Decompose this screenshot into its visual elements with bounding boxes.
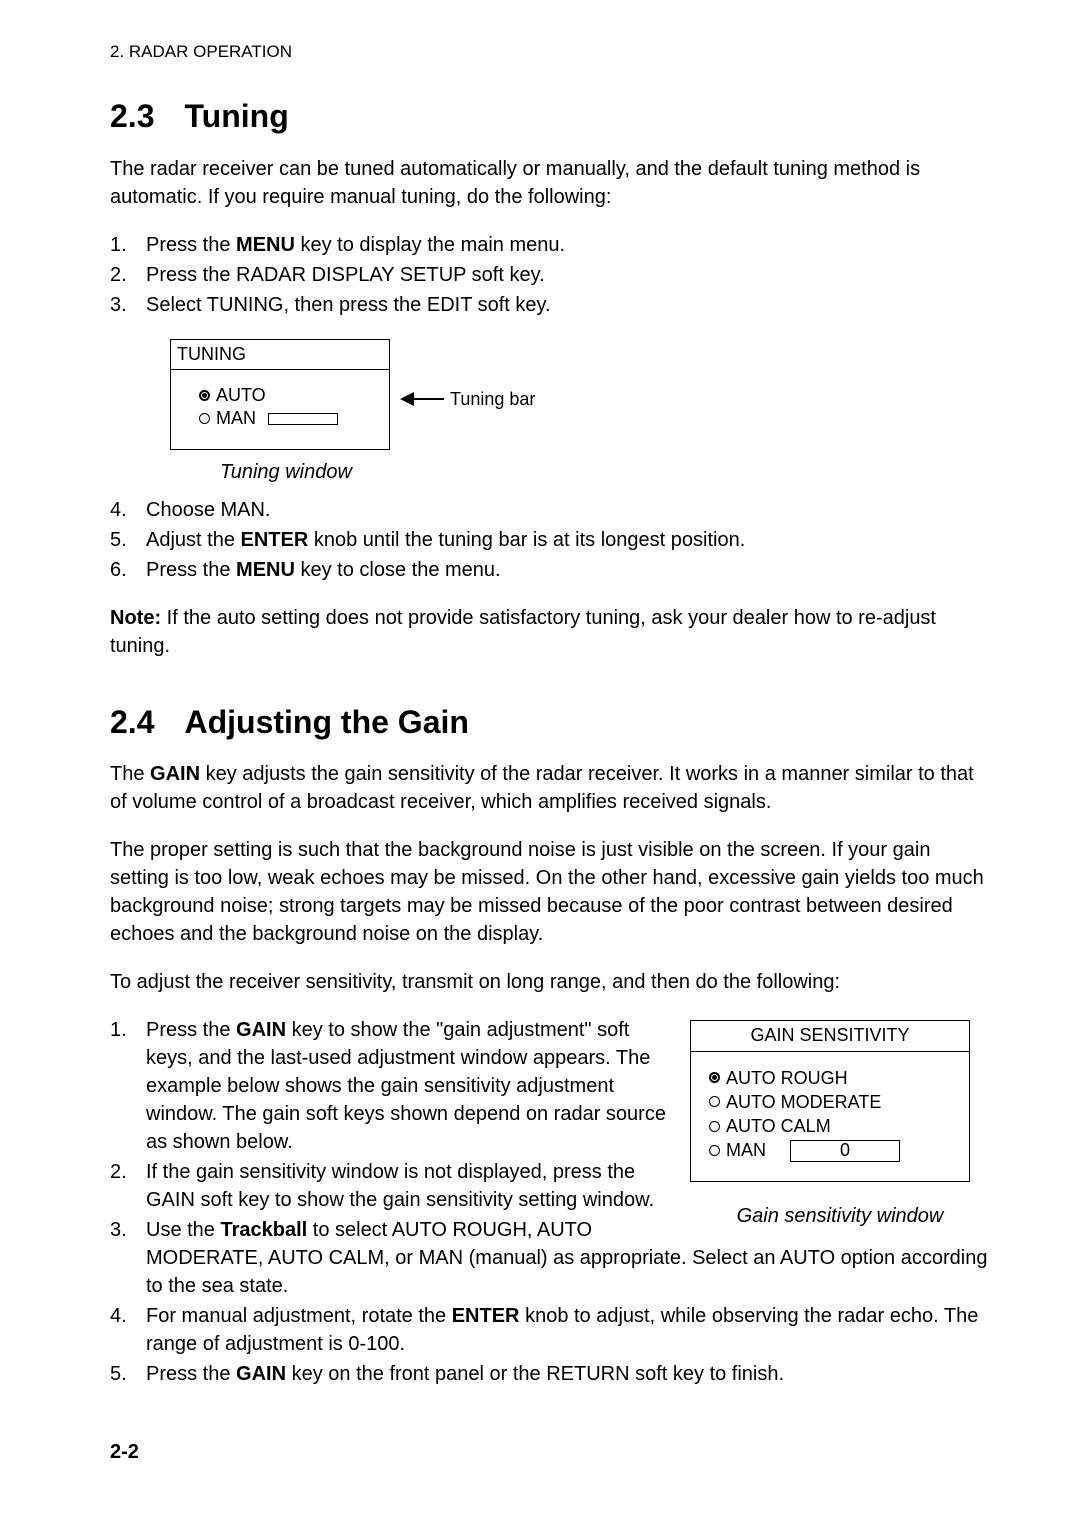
list-item: Press the MENU key to display the main m… [110,231,990,259]
para-text: key adjusts the gain sensitivity of the … [110,763,974,813]
step-bold: MENU [236,234,295,256]
step-text: For manual adjustment, rotate the [146,1305,452,1327]
list-item: Choose MAN. [110,496,990,524]
page-number: 2-2 [110,1438,990,1466]
step-bold: MENU [236,559,295,581]
option-label: AUTO [216,384,266,407]
tuning-option-auto: AUTO [199,384,375,407]
tuning-bar [268,413,338,425]
note-paragraph: Note: If the auto setting does not provi… [110,604,990,660]
page-header: 2. RADAR OPERATION [110,40,990,64]
step-text: key to close the menu. [295,559,501,581]
note-text: If the auto setting does not provide sat… [110,607,936,657]
tuning-window-box: TUNING AUTO MAN [170,339,390,450]
note-label: Note: [110,607,161,629]
step-text: key on the front panel or the RETURN sof… [286,1363,784,1385]
section-number: 2.4 [110,700,154,745]
section-intro: The radar receiver can be tuned automati… [110,155,990,211]
option-label: MAN [216,407,256,430]
tuning-window-figure: TUNING AUTO MAN Tuning bar [170,339,990,450]
list-item: Press the MENU key to close the menu. [110,556,990,584]
annotation-text: Tuning bar [450,387,535,412]
para-bold: GAIN [150,763,200,785]
gain-para-2: The proper setting is such that the back… [110,836,990,948]
step-bold: ENTER [452,1305,520,1327]
step-text: Use the [146,1219,220,1241]
tuning-window-body: AUTO MAN [171,370,389,449]
step-bold: GAIN [236,1019,286,1041]
section-heading-2-3: 2.3 Tuning [110,94,990,139]
list-item: Press the GAIN key on the front panel or… [110,1360,990,1388]
section-title: Tuning [184,98,288,134]
arrow-line [414,398,444,400]
tuning-bar-annotation: Tuning bar [400,387,535,412]
step-text: Press the [146,234,236,256]
step-bold: Trackball [220,1219,307,1241]
step-text: key to display the main menu. [295,234,565,256]
tuning-steps-b: Choose MAN. Adjust the ENTER knob until … [110,496,990,584]
gain-steps: Press the GAIN key to show the "gain adj… [110,1016,990,1388]
step-bold: GAIN [236,1363,286,1385]
radio-unselected-icon [199,413,210,424]
arrow-left-icon [400,392,414,406]
list-item: If the gain sensitivity window is not di… [110,1158,990,1214]
step-text: Press the RADAR DISPLAY SETUP soft key. [146,264,545,286]
para-text: The [110,763,150,785]
list-item: Use the Trackball to select AUTO ROUGH, … [110,1216,990,1300]
gain-para-3: To adjust the receiver sensitivity, tran… [110,968,990,996]
step-text: Press the [146,1019,236,1041]
list-item: Select TUNING, then press the EDIT soft … [110,291,990,319]
section-number: 2.3 [110,94,154,139]
step-text: If the gain sensitivity window is not di… [146,1161,654,1211]
list-item: Adjust the ENTER knob until the tuning b… [110,526,990,554]
step-text: Choose MAN. [146,499,271,521]
list-item: Press the GAIN key to show the "gain adj… [110,1016,990,1156]
tuning-window-title: TUNING [171,340,389,370]
tuning-option-man: MAN [199,407,375,430]
step-text: Adjust the [146,529,241,551]
step-text: Press the [146,1363,236,1385]
tuning-steps-a: Press the MENU key to display the main m… [110,231,990,319]
step-bold: ENTER [241,529,309,551]
radio-selected-icon [199,390,210,401]
step-text: Press the [146,559,236,581]
section-heading-2-4: 2.4 Adjusting the Gain [110,700,990,745]
gain-para-1: The GAIN key adjusts the gain sensitivit… [110,760,990,816]
list-item: Press the RADAR DISPLAY SETUP soft key. [110,261,990,289]
tuning-window-caption: Tuning window [220,458,990,486]
list-item: For manual adjustment, rotate the ENTER … [110,1302,990,1358]
step-text: Select TUNING, then press the EDIT soft … [146,294,551,316]
section-title: Adjusting the Gain [184,704,468,740]
step-text: knob until the tuning bar is at its long… [308,529,745,551]
